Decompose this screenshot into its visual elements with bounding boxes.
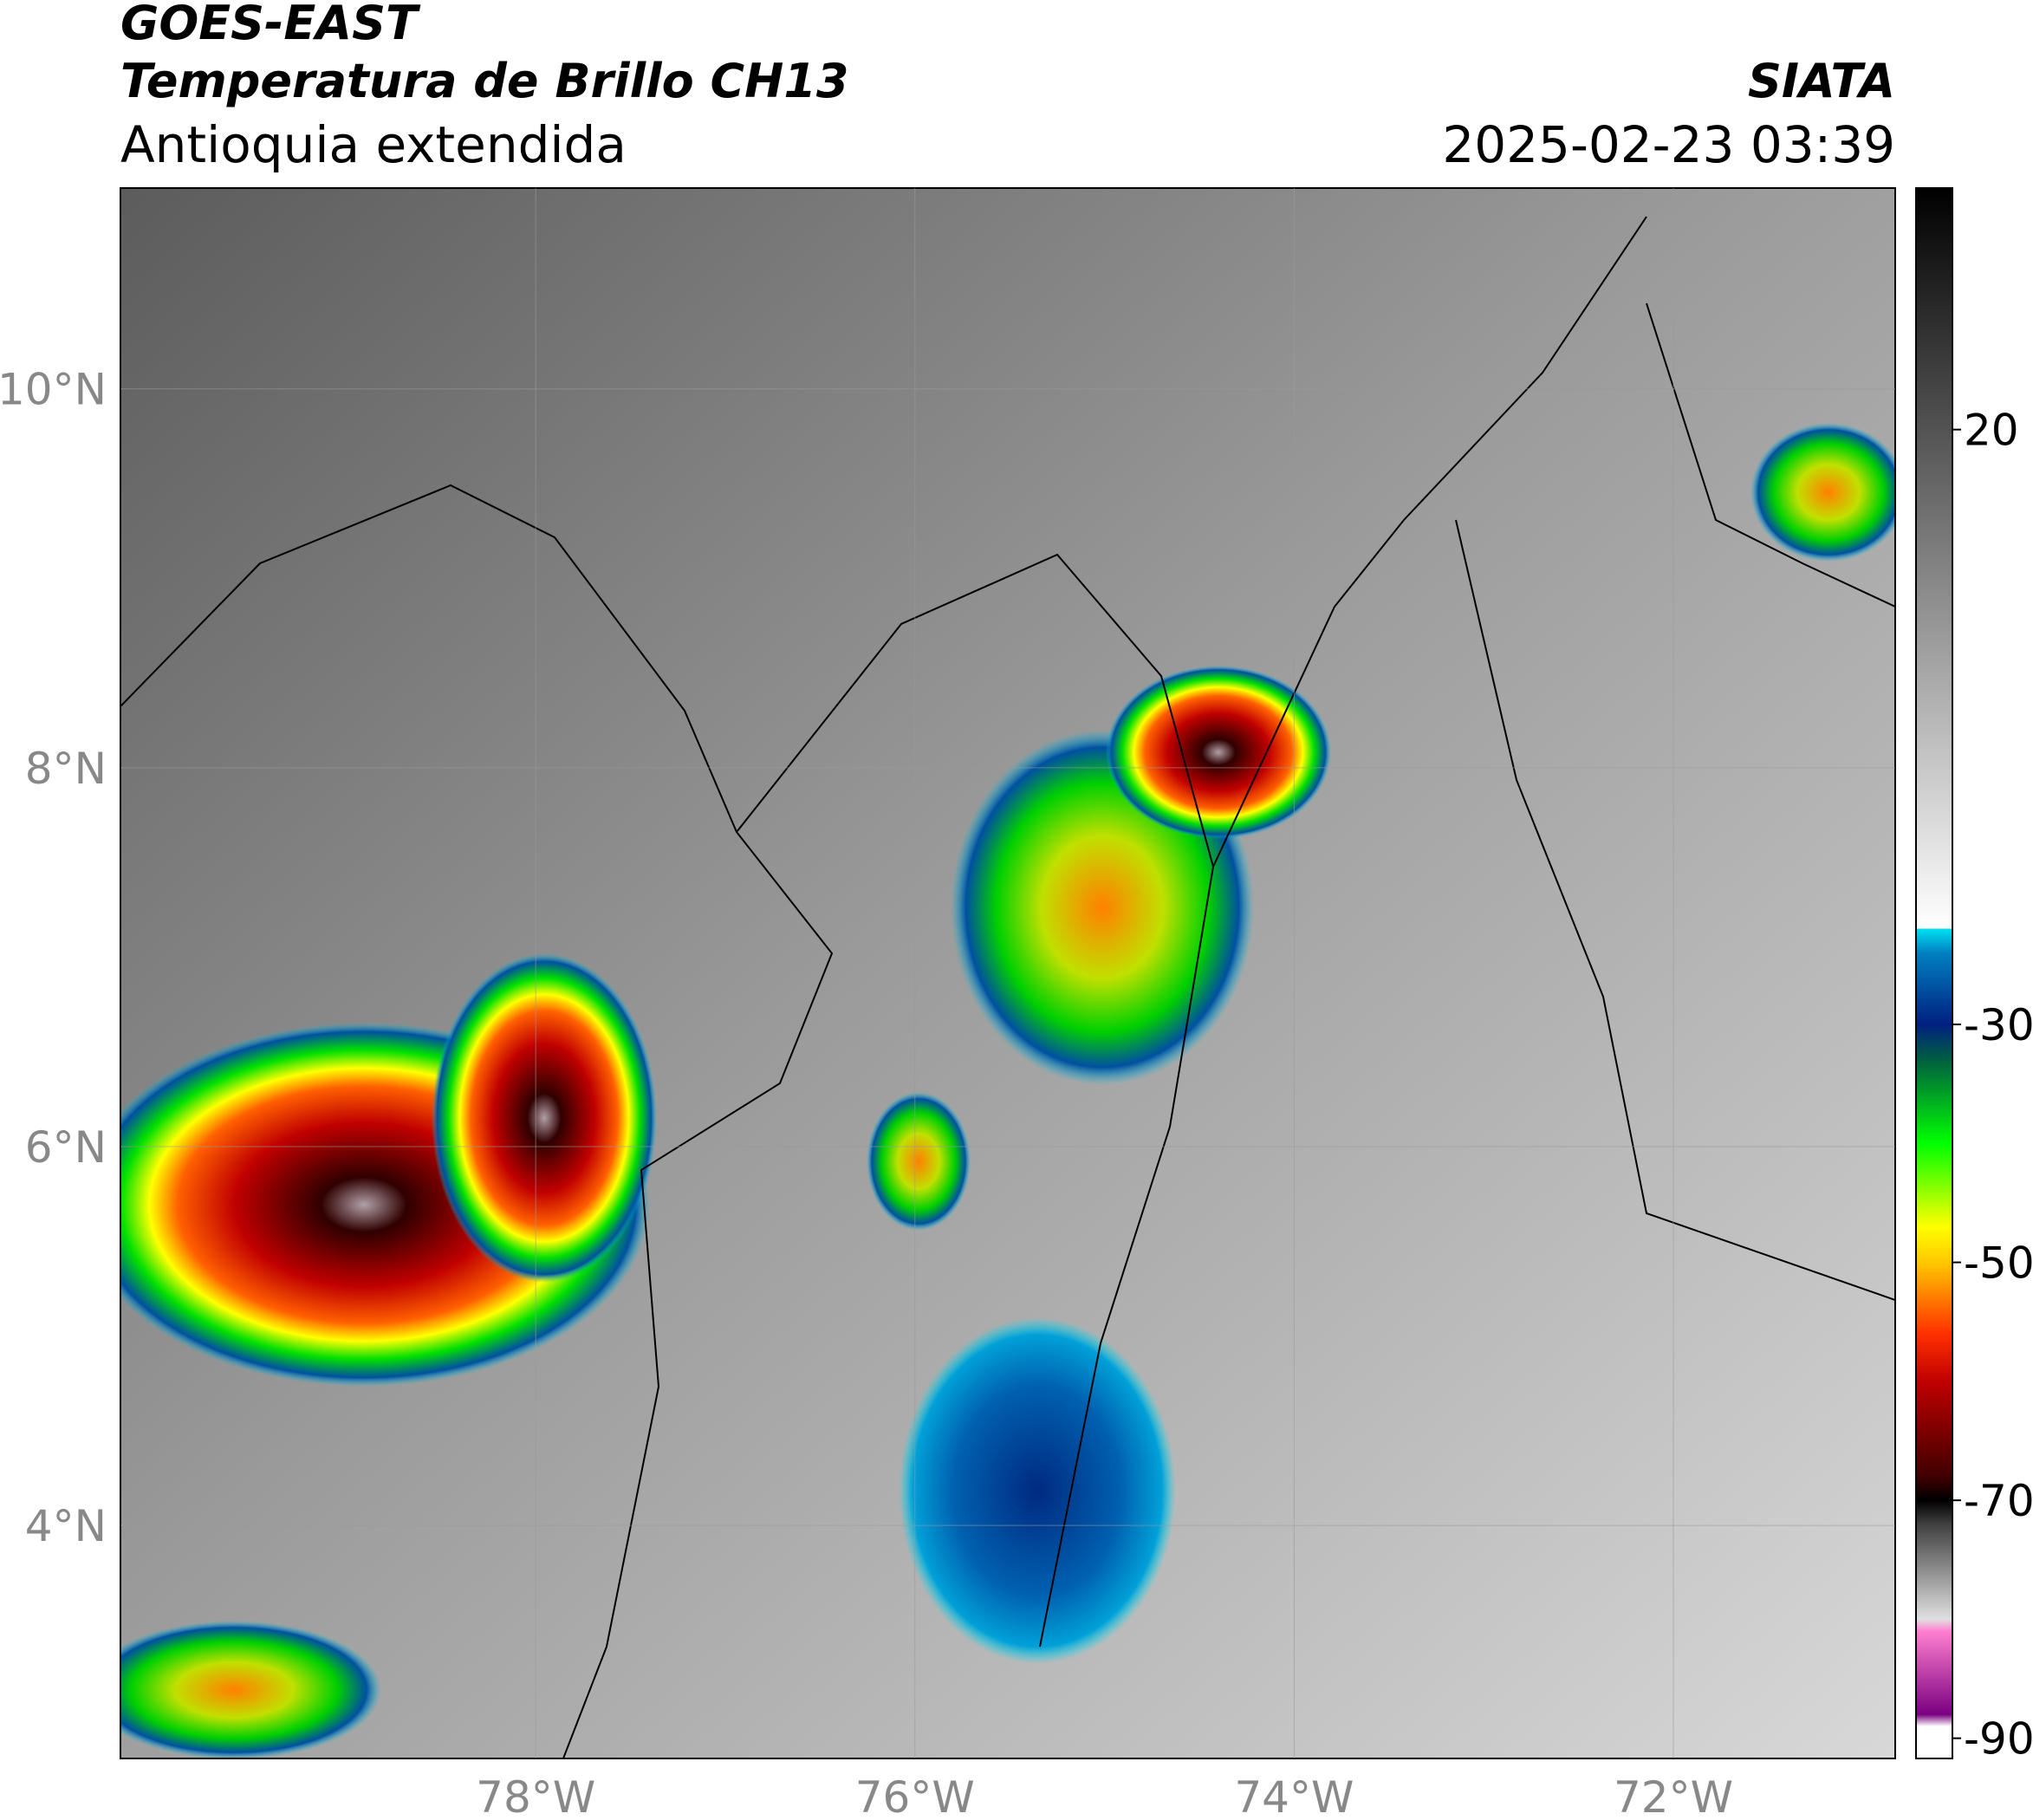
- lat-tick-label: 4°N: [25, 1501, 107, 1551]
- colorbar-tick-label: -90: [1964, 1714, 2033, 1765]
- subtitle: Temperatura de Brillo CH13: [120, 54, 849, 108]
- storm-cell: [1106, 666, 1331, 839]
- colorbar-tick-label: -30: [1964, 1000, 2033, 1050]
- lon-tick-label: 78°W: [476, 1772, 595, 1820]
- storm-cell: [120, 1621, 381, 1758]
- colorbar-tick-label: 20: [1964, 406, 2019, 456]
- lat-tick-label: 6°N: [25, 1122, 107, 1173]
- lon-tick-label: 74°W: [1234, 1772, 1354, 1820]
- storm-cell: [1750, 423, 1895, 562]
- colorbar: [1915, 187, 1953, 1759]
- storm-cell: [867, 1092, 971, 1231]
- datetime: 2025-02-23 03:39: [1442, 115, 1895, 174]
- lon-tick-label: 72°W: [1614, 1772, 1733, 1820]
- borders: [120, 216, 1895, 1758]
- colorbar-tick-label: -50: [1964, 1238, 2033, 1289]
- cold-cloud: [899, 1317, 1176, 1664]
- storm-cell: [432, 953, 657, 1283]
- colorbar-tick-label: -70: [1964, 1476, 2033, 1526]
- lat-tick-label: 10°N: [0, 365, 107, 415]
- region: Antioquia extendida: [120, 115, 627, 174]
- source: SIATA: [1748, 54, 1895, 108]
- map-frame: [120, 187, 1896, 1759]
- lat-tick-label: 8°N: [25, 744, 107, 794]
- imagery: [120, 188, 1895, 1758]
- title: GOES-EAST: [120, 0, 421, 50]
- lon-tick-label: 76°W: [855, 1772, 975, 1820]
